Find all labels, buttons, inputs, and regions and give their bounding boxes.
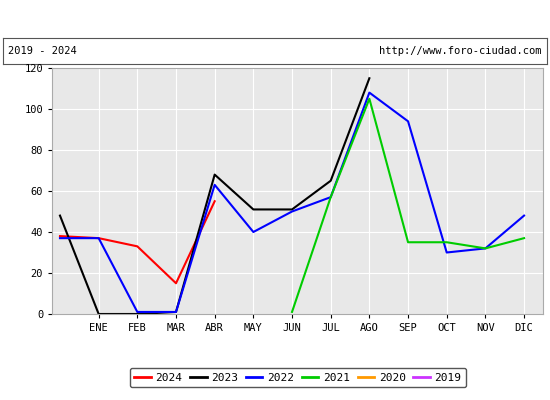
Text: 2019 - 2024: 2019 - 2024	[8, 46, 77, 56]
Text: Evolucion Nº Turistas Extranjeros en el municipio de Cabezas del Villar: Evolucion Nº Turistas Extranjeros en el …	[9, 12, 541, 26]
Legend: 2024, 2023, 2022, 2021, 2020, 2019: 2024, 2023, 2022, 2021, 2020, 2019	[130, 368, 466, 387]
Text: http://www.foro-ciudad.com: http://www.foro-ciudad.com	[379, 46, 542, 56]
